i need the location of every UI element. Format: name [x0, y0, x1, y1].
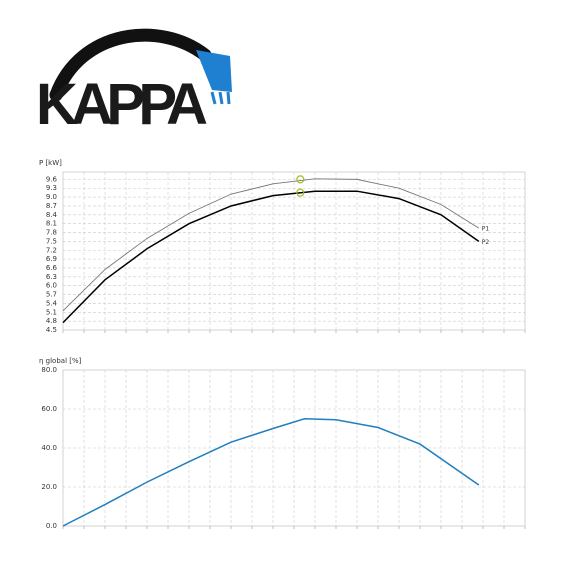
y-tick-label: 7.2	[46, 246, 57, 254]
y-tick-label: 20.0	[41, 483, 57, 491]
plot-area	[62, 171, 526, 331]
series-label: P2	[482, 239, 490, 246]
y-tick-label: 6.3	[46, 273, 57, 281]
y-tick-label: 7.5	[46, 237, 57, 245]
y-tick-label: 9.6	[46, 175, 58, 183]
y-axis-label: P [kW]	[39, 159, 62, 167]
y-tick-label: 0.0	[46, 522, 57, 530]
y-tick-label: 5.1	[46, 308, 57, 316]
y-axis-label: η global [%]	[39, 357, 82, 365]
y-tick-label: 4.5	[46, 326, 57, 334]
y-tick-label: 6.9	[46, 255, 57, 263]
highlight-marker	[296, 175, 305, 184]
line-series	[62, 178, 480, 312]
y-tick-label: 8.7	[46, 202, 57, 210]
y-tick-label: 8.4	[46, 211, 58, 219]
y-tick-label: 6.0	[46, 282, 57, 290]
y-tick-label: 60.0	[41, 405, 57, 413]
y-tick-label: 4.8	[46, 317, 57, 325]
y-tick-label: 9.3	[46, 184, 57, 192]
line-series	[62, 190, 480, 324]
y-tick-label: 5.7	[46, 291, 57, 299]
y-tick-label: 5.4	[46, 299, 58, 307]
logo-graphic	[49, 28, 232, 105]
y-tick-label: 40.0	[41, 444, 57, 452]
series-label: P1	[482, 226, 490, 233]
y-tick-label: 6.6	[46, 264, 58, 272]
highlight-marker	[296, 188, 305, 197]
logo-text: KAPPA	[36, 72, 208, 137]
y-tick-label: 80.0	[41, 366, 57, 374]
y-tick-label: 8.1	[46, 220, 57, 228]
y-tick-label: 9.0	[46, 193, 57, 201]
line-series	[62, 417, 480, 527]
y-tick-label: 7.8	[46, 229, 57, 237]
